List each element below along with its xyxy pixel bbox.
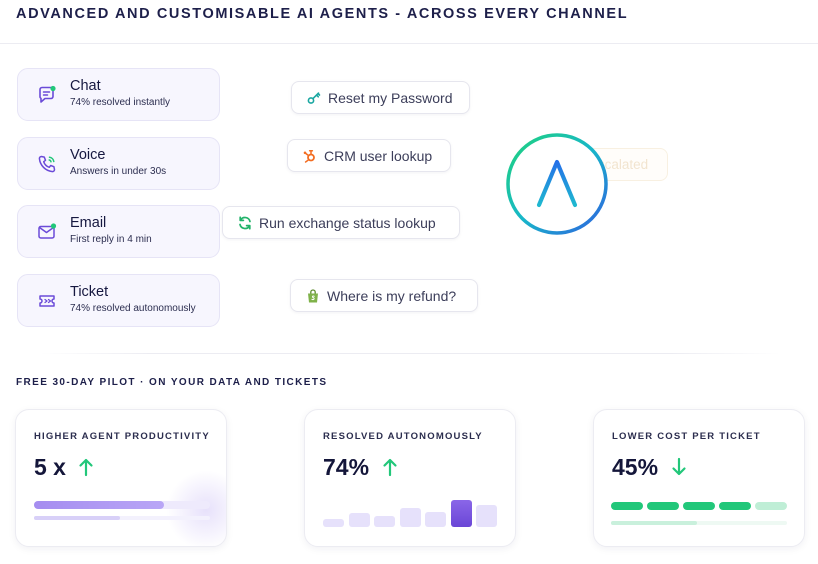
action-label: CRM user lookup xyxy=(324,147,433,164)
chat-icon xyxy=(37,85,57,105)
channel-title: Voice xyxy=(70,147,106,163)
stat-card-cost: LOWER COST PER TICKET 45% xyxy=(593,409,805,547)
stat-label: RESOLVED AUTONOMOUSLY xyxy=(323,431,483,442)
phone-icon xyxy=(37,154,57,174)
envelope-icon xyxy=(37,222,57,242)
channel-subtitle: 74% resolved instantly xyxy=(70,97,171,108)
channel-subtitle: 74% resolved autonomously xyxy=(70,303,196,314)
channel-title: Email xyxy=(70,215,107,231)
cost-segment xyxy=(719,502,751,510)
section-divider xyxy=(40,353,780,354)
arrow-up-icon xyxy=(78,457,94,477)
hubspot-icon xyxy=(302,148,318,164)
mini-bar xyxy=(425,512,446,527)
mini-bar xyxy=(450,500,472,527)
stat-label: LOWER COST PER TICKET xyxy=(612,431,761,442)
action-label: Where is my refund? xyxy=(327,287,457,304)
action-crm-lookup[interactable]: CRM user lookup xyxy=(287,139,451,172)
mini-bar xyxy=(476,505,497,527)
page-headline: ADVANCED AND CUSTOMISABLE AI AGENTS - AC… xyxy=(16,6,629,22)
cost-segment xyxy=(755,502,787,510)
cost-sub-bar-fill xyxy=(611,521,698,525)
key-icon xyxy=(306,90,322,106)
productivity-bar xyxy=(34,501,210,509)
channel-subtitle: First reply in 4 min xyxy=(70,234,152,245)
channel-card-email[interactable]: Email First reply in 4 min xyxy=(17,205,220,258)
cost-sub-bar xyxy=(611,521,787,525)
action-label: Reset my Password xyxy=(328,89,453,106)
action-refund-status[interactable]: Where is my refund? xyxy=(290,279,478,312)
action-label: Run exchange status lookup xyxy=(259,214,436,231)
stat-value: 74% xyxy=(323,454,370,480)
channel-card-voice[interactable]: Voice Answers in under 30s xyxy=(17,137,220,190)
ticket-icon xyxy=(37,291,57,311)
arrow-up-icon xyxy=(382,457,398,477)
top-divider xyxy=(0,43,818,44)
mini-bar xyxy=(348,513,370,527)
channel-card-ticket[interactable]: Ticket 74% resolved autonomously xyxy=(17,274,220,327)
channel-subtitle: Answers in under 30s xyxy=(70,166,167,177)
cost-segment xyxy=(611,502,643,510)
mini-bar xyxy=(399,508,421,527)
action-reset-password[interactable]: Reset my Password xyxy=(291,81,470,114)
stat-label: HIGHER AGENT PRODUCTIVITY xyxy=(34,431,210,442)
productivity-bar-fill xyxy=(34,501,165,509)
cost-segment xyxy=(647,502,679,510)
pilot-offer-label: FREE 30-DAY PILOT · ON YOUR DATA AND TIC… xyxy=(16,377,328,388)
cost-segment xyxy=(683,502,715,510)
productivity-sub-bar xyxy=(34,516,210,520)
stat-value: 45% xyxy=(612,454,659,480)
refresh-icon xyxy=(237,215,253,231)
stat-card-resolved: RESOLVED AUTONOMOUSLY 74% xyxy=(304,409,516,547)
stat-card-productivity: HIGHER AGENT PRODUCTIVITY 5 x xyxy=(15,409,227,547)
action-exchange-lookup[interactable]: Run exchange status lookup xyxy=(222,206,460,239)
stat-value: 5 x xyxy=(34,454,66,480)
ai-agent-logo xyxy=(505,132,609,236)
mini-bar xyxy=(374,516,395,527)
channel-title: Ticket xyxy=(70,284,109,300)
mini-bar xyxy=(323,519,344,527)
productivity-sub-bar-fill xyxy=(34,516,121,520)
shopify-bag-icon xyxy=(305,288,321,304)
channel-title: Chat xyxy=(70,78,101,94)
arrow-down-icon xyxy=(671,457,687,477)
channel-card-chat[interactable]: Chat 74% resolved instantly xyxy=(17,68,220,121)
